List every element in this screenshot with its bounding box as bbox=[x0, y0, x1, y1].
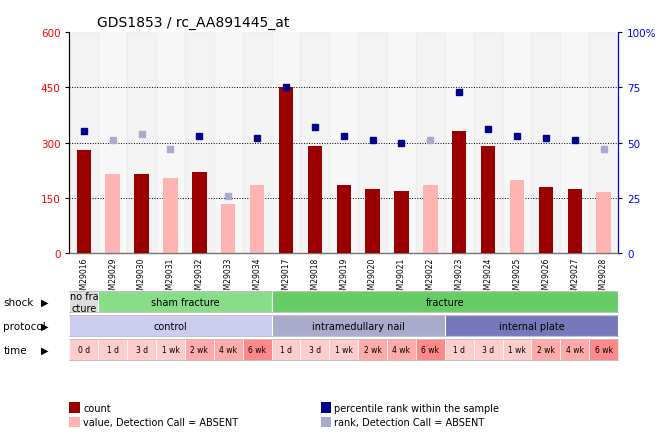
Text: 6 wk: 6 wk bbox=[421, 345, 440, 354]
Bar bbox=[214, 33, 243, 254]
Bar bbox=[416, 33, 445, 254]
Bar bbox=[243, 33, 272, 254]
Bar bbox=[502, 33, 531, 254]
Text: 4 wk: 4 wk bbox=[566, 345, 584, 354]
Text: value, Detection Call = ABSENT: value, Detection Call = ABSENT bbox=[83, 417, 239, 427]
Bar bbox=[156, 33, 185, 254]
Text: time: time bbox=[3, 345, 27, 355]
Text: 1 wk: 1 wk bbox=[508, 345, 526, 354]
Bar bbox=[250, 186, 264, 254]
Bar bbox=[336, 186, 351, 254]
Text: 2 wk: 2 wk bbox=[364, 345, 381, 354]
Bar bbox=[134, 174, 149, 254]
Bar bbox=[474, 33, 502, 254]
Text: 6 wk: 6 wk bbox=[595, 345, 613, 354]
Text: 1 wk: 1 wk bbox=[334, 345, 353, 354]
Bar bbox=[329, 33, 358, 254]
Bar bbox=[561, 33, 589, 254]
Text: 3 d: 3 d bbox=[136, 345, 147, 354]
Bar bbox=[568, 189, 582, 254]
Text: internal plate: internal plate bbox=[498, 321, 564, 331]
Text: count: count bbox=[83, 403, 111, 413]
Bar bbox=[221, 204, 235, 254]
Text: shock: shock bbox=[3, 297, 34, 307]
Text: ▶: ▶ bbox=[41, 321, 49, 331]
Bar bbox=[358, 33, 387, 254]
Bar bbox=[77, 151, 91, 254]
Text: no fra
cture: no fra cture bbox=[69, 291, 98, 313]
Text: control: control bbox=[153, 321, 187, 331]
Bar bbox=[98, 33, 127, 254]
Text: 4 wk: 4 wk bbox=[393, 345, 410, 354]
Text: percentile rank within the sample: percentile rank within the sample bbox=[334, 403, 500, 413]
Bar bbox=[69, 33, 98, 254]
Text: rank, Detection Call = ABSENT: rank, Detection Call = ABSENT bbox=[334, 417, 485, 427]
Text: 0 d: 0 d bbox=[78, 345, 90, 354]
Text: 1 d: 1 d bbox=[453, 345, 465, 354]
Text: 1 wk: 1 wk bbox=[161, 345, 179, 354]
Text: 3 d: 3 d bbox=[482, 345, 494, 354]
Text: 3 d: 3 d bbox=[309, 345, 321, 354]
Text: 6 wk: 6 wk bbox=[248, 345, 266, 354]
Bar bbox=[394, 191, 408, 254]
Text: sham fracture: sham fracture bbox=[151, 297, 219, 307]
Bar bbox=[452, 132, 467, 254]
Text: protocol: protocol bbox=[3, 321, 46, 331]
Text: 2 wk: 2 wk bbox=[537, 345, 555, 354]
Bar bbox=[445, 33, 474, 254]
Text: 1 d: 1 d bbox=[280, 345, 292, 354]
Bar bbox=[366, 189, 380, 254]
Text: ▶: ▶ bbox=[41, 297, 49, 307]
Text: 2 wk: 2 wk bbox=[190, 345, 208, 354]
Text: fracture: fracture bbox=[426, 297, 464, 307]
Bar bbox=[539, 187, 553, 254]
Text: GDS1853 / rc_AA891445_at: GDS1853 / rc_AA891445_at bbox=[97, 16, 290, 30]
Bar bbox=[387, 33, 416, 254]
Bar bbox=[307, 147, 322, 254]
Bar bbox=[481, 147, 495, 254]
Bar bbox=[300, 33, 329, 254]
Bar bbox=[192, 173, 207, 254]
Bar bbox=[127, 33, 156, 254]
Bar bbox=[510, 180, 524, 254]
Text: ▶: ▶ bbox=[41, 345, 49, 355]
Bar bbox=[279, 88, 293, 254]
Bar bbox=[596, 193, 611, 254]
Bar bbox=[163, 178, 178, 254]
Bar bbox=[185, 33, 214, 254]
Text: 1 d: 1 d bbox=[106, 345, 119, 354]
Text: intramedullary nail: intramedullary nail bbox=[312, 321, 405, 331]
Bar bbox=[272, 33, 300, 254]
Bar bbox=[531, 33, 561, 254]
Bar bbox=[589, 33, 618, 254]
Text: 4 wk: 4 wk bbox=[219, 345, 237, 354]
Bar bbox=[423, 186, 438, 254]
Bar bbox=[106, 174, 120, 254]
